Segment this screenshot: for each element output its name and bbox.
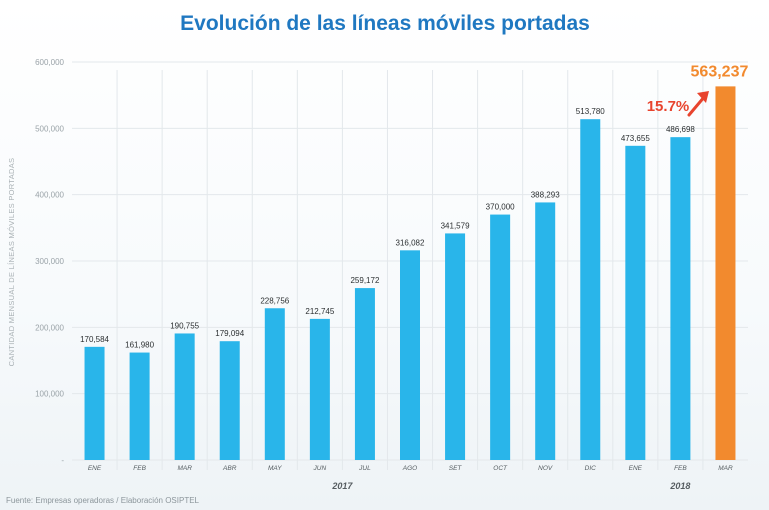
x-tick-label: ABR xyxy=(222,465,237,472)
bar xyxy=(354,288,375,460)
bar xyxy=(670,137,691,461)
x-tick-label: ENE xyxy=(629,465,643,472)
bar xyxy=(715,86,736,461)
bar-value-label: 388,293 xyxy=(531,190,560,199)
chart-title: Evolución de las líneas móviles portadas xyxy=(180,12,590,35)
growth-arrow-icon xyxy=(687,94,707,117)
bar-value-label: 212,745 xyxy=(305,307,334,316)
bar-value-label: 259,172 xyxy=(350,276,379,285)
bar-value-label: 563,237 xyxy=(691,63,749,80)
bar xyxy=(445,233,466,460)
y-tick-label: 400,000 xyxy=(35,191,64,200)
y-tick-label: 600,000 xyxy=(35,58,64,67)
bar-value-label: 316,082 xyxy=(396,238,425,247)
bars xyxy=(84,86,736,461)
growth-annotation: 15.7% xyxy=(647,91,709,117)
x-tick-label: JUN xyxy=(313,465,327,472)
y-tick-label: 300,000 xyxy=(35,257,64,266)
bar-value-label: 228,756 xyxy=(260,296,289,305)
bar xyxy=(129,352,150,460)
bar xyxy=(535,202,556,460)
y-axis-label: CANTIDAD MENSUAL DE LÍNEAS MÓVILES PORTA… xyxy=(7,158,16,367)
x-tick-label: SET xyxy=(449,465,463,472)
x-tick-label: MAY xyxy=(268,465,282,472)
x-tick-label: AGO xyxy=(402,465,417,472)
bar-value-label: 473,655 xyxy=(621,134,650,143)
y-tick-label: 500,000 xyxy=(35,124,64,133)
y-tick-label: - xyxy=(61,456,64,465)
x-tick-label: ENE xyxy=(88,465,102,472)
bar xyxy=(490,214,511,460)
x-tick-label: DIC xyxy=(585,465,597,472)
bar xyxy=(264,308,285,460)
x-tick-label: MAR xyxy=(177,465,192,472)
bar-value-label: 513,780 xyxy=(576,107,605,116)
x-tick-label: NOV xyxy=(538,465,553,472)
bar-value-label: 161,980 xyxy=(125,341,154,350)
bar-value-label: 190,755 xyxy=(170,321,199,330)
value-labels: 170,584 161,980 190,755 179,094 228,756 212,7… xyxy=(80,63,748,349)
year-group-label: 2017 xyxy=(331,481,353,491)
x-tick-label: OCT xyxy=(493,465,508,472)
x-tick-label: JUL xyxy=(358,465,371,472)
year-group-label: 2018 xyxy=(669,481,690,491)
bar xyxy=(580,119,601,460)
growth-percent-label: 15.7% xyxy=(647,98,690,115)
bar-value-label: 341,579 xyxy=(441,221,470,230)
bar-value-label: 179,094 xyxy=(215,329,244,338)
bar-value-label: 170,584 xyxy=(80,335,109,344)
bar xyxy=(219,341,240,460)
growth-arrowhead-icon xyxy=(697,91,709,103)
bar xyxy=(400,250,420,460)
bar xyxy=(174,333,195,460)
x-tick-label: FEB xyxy=(674,465,687,472)
x-tick-label: FEB xyxy=(133,465,146,472)
y-tick-label: 100,000 xyxy=(35,390,64,399)
bar xyxy=(625,145,646,461)
bar-value-label: 486,698 xyxy=(666,125,695,134)
grid-lines xyxy=(72,61,748,470)
source-footer: Fuente: Empresas operadoras / Elaboració… xyxy=(6,496,200,505)
y-axis-ticks: - 100,000 200,000 300,000 400,000 500,000 600,… xyxy=(35,58,64,465)
x-tick-label: MAR xyxy=(718,465,733,472)
y-tick-label: 200,000 xyxy=(35,323,64,332)
x-axis-ticks: ENE FEB MAR ABR MAY JUN JUL AGO SET OCT NOV DIC ENE F… xyxy=(88,465,733,472)
year-groups: 2017 2018 xyxy=(331,481,690,491)
bar xyxy=(309,318,330,460)
bar xyxy=(84,346,105,460)
bar-value-label: 370,000 xyxy=(486,203,515,212)
